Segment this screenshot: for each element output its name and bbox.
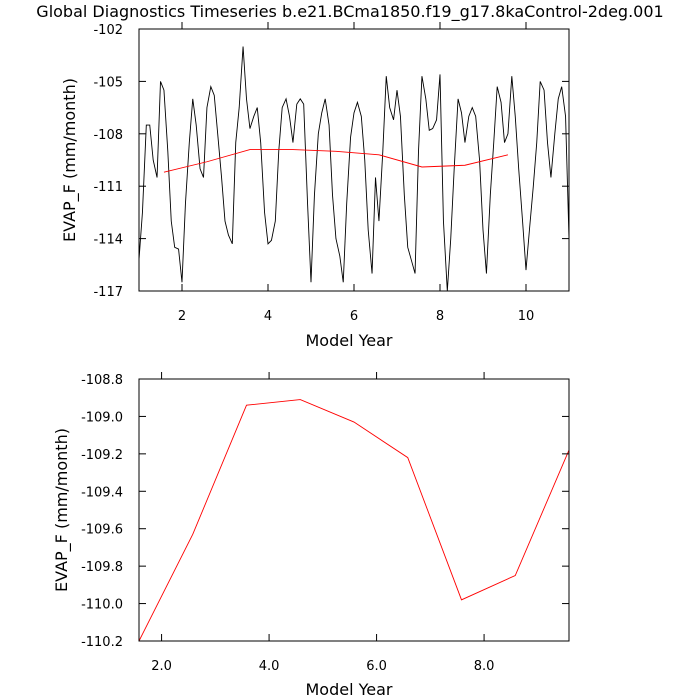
top-panel-ytick-label: -114 <box>93 233 123 248</box>
top-panel-frame <box>138 28 570 292</box>
top-panel: 2 4 6 8 10 -117 -114 -111 -108 -105 -102 Model Yea… <box>60 22 570 350</box>
bottom-panel-ytick-label: -109.0 <box>81 410 123 425</box>
bottom-panel-xtick-label: 4.0 <box>259 659 280 674</box>
top-panel-ylabel: EVAP_F (mm/month) <box>60 78 80 242</box>
bottom-panel: 2.0 4.0 6.0 8.0 -110.2 -110.0 -109.8 -109.6 -109… <box>52 372 570 699</box>
top-panel-xtick-label: 4 <box>264 309 272 324</box>
bottom-panel-ytick-label: -109.6 <box>81 523 123 538</box>
bottom-panel-series <box>138 399 570 642</box>
bottom-panel-ytick-label: -109.2 <box>81 448 123 463</box>
top-panel-series-line-1 <box>163 149 509 173</box>
bottom-panel-ytick-label: -109.4 <box>81 485 123 500</box>
bottom-panel-series-line-0 <box>138 399 570 642</box>
bottom-panel-ticks: 2.0 4.0 6.0 8.0 -110.2 -110.0 -109.8 -109.6 -109… <box>81 372 569 674</box>
top-panel-xlabel: Model Year <box>306 331 393 350</box>
top-panel-ytick-label: -102 <box>93 23 123 38</box>
bottom-panel-xtick-label: 6.0 <box>366 659 387 674</box>
bottom-panel-frame <box>138 378 570 642</box>
bottom-panel-xlabel: Model Year <box>306 680 393 699</box>
bottom-panel-ytick-label: -108.8 <box>81 373 123 388</box>
bottom-panel-ylabel: EVAP_F (mm/month) <box>52 428 72 592</box>
top-panel-xtick-label: 2 <box>178 309 186 324</box>
chart-title: Global Diagnostics Timeseries b.e21.BCma… <box>36 2 663 22</box>
bottom-panel-ytick-label: -110.2 <box>81 635 123 650</box>
bottom-panel-ytick-label: -110.0 <box>81 598 123 613</box>
top-panel-xtick-label: 6 <box>350 309 358 324</box>
top-panel-ytick-label: -108 <box>93 128 123 143</box>
bottom-panel-xtick-label: 8.0 <box>474 659 495 674</box>
top-panel-ytick-label: -117 <box>93 285 123 300</box>
top-panel-series-line-0 <box>138 46 570 292</box>
top-panel-ticks: 2 4 6 8 10 -117 -114 -111 -108 -105 -102 <box>93 22 569 324</box>
top-panel-ytick-label: -105 <box>93 75 123 90</box>
top-panel-xtick-label: 8 <box>436 309 444 324</box>
top-panel-xtick-label: 10 <box>518 309 535 324</box>
bottom-panel-ytick-label: -109.8 <box>81 560 123 575</box>
bottom-panel-xtick-label: 2.0 <box>151 659 172 674</box>
top-panel-series <box>138 46 570 292</box>
top-panel-ytick-label: -111 <box>93 180 123 195</box>
